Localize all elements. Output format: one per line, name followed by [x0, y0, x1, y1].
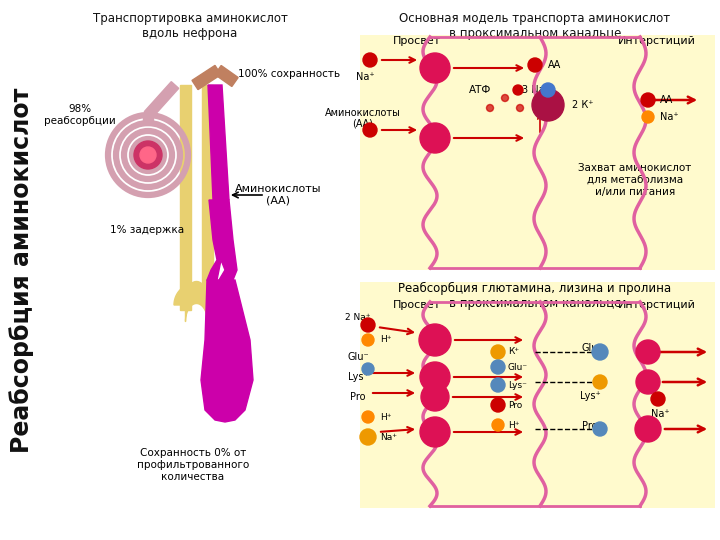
Circle shape [362, 363, 374, 375]
Circle shape [492, 419, 504, 431]
Text: АА: АА [548, 60, 562, 70]
Circle shape [651, 392, 665, 406]
Text: Lys⁺: Lys⁺ [348, 372, 369, 382]
Text: Glu⁻: Glu⁻ [508, 362, 528, 372]
Circle shape [361, 318, 375, 332]
Polygon shape [208, 85, 229, 200]
Circle shape [487, 105, 493, 111]
Circle shape [636, 370, 660, 394]
Text: Транспортировка аминокислот
вдоль нефрона: Транспортировка аминокислот вдоль нефрон… [93, 12, 287, 40]
Circle shape [134, 141, 162, 169]
Text: Сохранность 0% от
профильтрованного
количества: Сохранность 0% от профильтрованного коли… [137, 448, 249, 482]
Circle shape [491, 398, 505, 412]
Polygon shape [143, 115, 153, 125]
Circle shape [593, 422, 607, 436]
Circle shape [532, 89, 564, 121]
Circle shape [491, 360, 505, 374]
Bar [360, 282, 715, 508]
Circle shape [636, 340, 660, 364]
Circle shape [362, 334, 374, 346]
Text: Просвет: Просвет [393, 36, 441, 46]
Text: Glu: Glu [582, 343, 598, 353]
Text: Аминокислоты
(АА): Аминокислоты (АА) [235, 184, 321, 206]
Text: 100% сохранность: 100% сохранность [238, 69, 340, 79]
Text: Na⁺: Na⁺ [356, 72, 374, 82]
Text: Lys⁻: Lys⁻ [508, 381, 527, 389]
Text: Glu⁻: Glu⁻ [347, 352, 369, 362]
Text: Интерстиций: Интерстиций [618, 300, 696, 310]
Circle shape [641, 93, 655, 107]
Circle shape [420, 123, 450, 153]
Text: H⁺: H⁺ [380, 413, 392, 422]
Text: H⁺: H⁺ [380, 335, 392, 345]
Text: Pro: Pro [350, 392, 366, 402]
Polygon shape [144, 82, 179, 118]
Text: 1% задержка: 1% задержка [110, 225, 184, 235]
Text: 98%
реабсорбции: 98% реабсорбции [44, 104, 116, 126]
Circle shape [593, 375, 607, 389]
Polygon shape [207, 200, 237, 285]
Polygon shape [174, 283, 218, 305]
Polygon shape [201, 280, 253, 422]
Circle shape [502, 94, 508, 102]
Text: Pro: Pro [582, 421, 598, 431]
Text: Интерстиций: Интерстиций [618, 36, 696, 46]
Text: 3 Na⁺: 3 Na⁺ [522, 85, 550, 95]
Text: АТФ: АТФ [469, 85, 491, 95]
Text: 2 К⁺: 2 К⁺ [572, 100, 593, 110]
Polygon shape [192, 65, 221, 90]
Circle shape [491, 345, 505, 359]
Circle shape [541, 83, 555, 97]
Circle shape [363, 53, 377, 67]
Circle shape [140, 147, 156, 163]
Circle shape [516, 105, 523, 111]
Text: Просвет: Просвет [393, 300, 441, 310]
Circle shape [642, 111, 654, 123]
Text: К⁺: К⁺ [508, 348, 519, 356]
Text: Реабсорбция глютамина, лизина и пролина
в проксимальном канальце: Реабсорбция глютамина, лизина и пролина … [398, 282, 672, 310]
Text: Реабсорбция аминокислот: Реабсорбция аминокислот [9, 87, 35, 453]
Circle shape [513, 85, 523, 95]
Text: Na⁺: Na⁺ [660, 112, 679, 122]
Text: Захват аминокислот
для метаболизма
и/или питания: Захват аминокислот для метаболизма и/или… [578, 164, 692, 197]
Circle shape [360, 429, 376, 445]
Text: Na⁺: Na⁺ [380, 433, 397, 442]
Text: Аминокислоты: Аминокислоты [325, 108, 401, 118]
Circle shape [592, 344, 608, 360]
Polygon shape [202, 85, 212, 300]
Circle shape [491, 378, 505, 392]
Text: (АА): (АА) [353, 118, 374, 128]
Circle shape [420, 362, 450, 392]
Text: 2 Na⁺: 2 Na⁺ [346, 313, 371, 322]
Circle shape [363, 123, 377, 137]
Text: H⁺: H⁺ [508, 421, 520, 429]
Circle shape [420, 53, 450, 83]
Circle shape [420, 417, 450, 447]
Circle shape [419, 324, 451, 356]
Text: Na⁺: Na⁺ [651, 409, 670, 419]
Text: Lys⁺: Lys⁺ [580, 391, 600, 401]
Bar [360, 35, 715, 270]
Text: Pro: Pro [508, 401, 522, 409]
Polygon shape [215, 65, 238, 86]
Circle shape [528, 58, 542, 72]
Circle shape [421, 383, 449, 411]
Polygon shape [179, 85, 191, 310]
Circle shape [362, 411, 374, 423]
Circle shape [635, 416, 661, 442]
Text: АА: АА [660, 95, 673, 105]
Text: Основная модель транспорта аминокислот
в проксимальном канальце: Основная модель транспорта аминокислот в… [400, 12, 670, 40]
